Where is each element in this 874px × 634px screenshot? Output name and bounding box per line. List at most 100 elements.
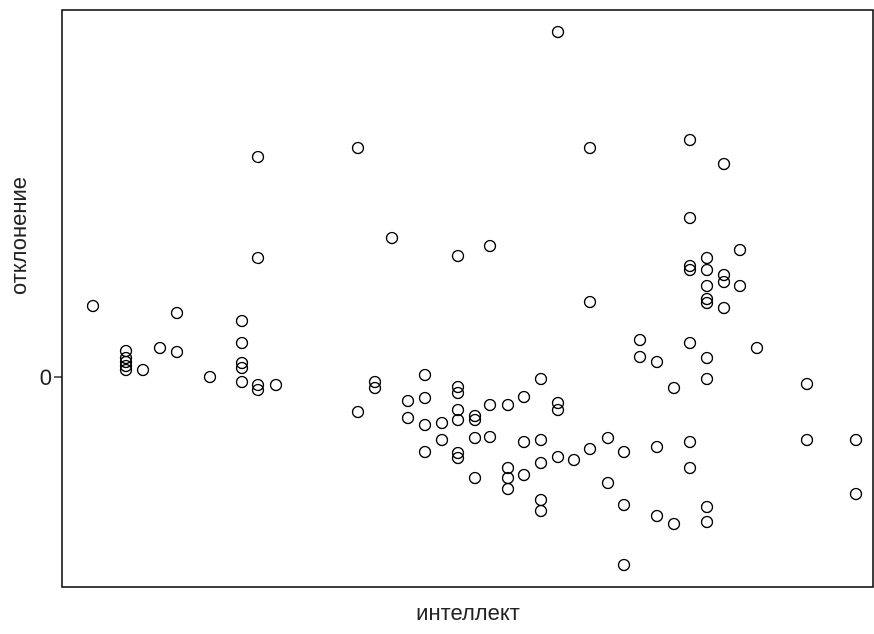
point	[683, 461, 697, 475]
point	[551, 450, 565, 464]
point	[717, 157, 731, 171]
point	[551, 396, 565, 410]
point	[235, 336, 249, 350]
point	[351, 141, 365, 155]
point	[601, 431, 615, 445]
point	[683, 263, 697, 277]
point	[617, 558, 631, 572]
point	[451, 413, 465, 427]
point	[517, 390, 531, 404]
point	[119, 355, 133, 369]
point	[849, 487, 863, 501]
point	[733, 243, 747, 257]
point	[468, 409, 482, 423]
point	[119, 351, 133, 365]
point	[451, 249, 465, 263]
point	[517, 468, 531, 482]
point	[583, 295, 597, 309]
point	[235, 361, 249, 375]
point	[517, 435, 531, 449]
point	[601, 476, 615, 490]
point	[435, 416, 449, 430]
point	[468, 471, 482, 485]
point	[385, 231, 399, 245]
point	[733, 279, 747, 293]
point	[483, 398, 497, 412]
point	[717, 268, 731, 282]
point	[633, 333, 647, 347]
point	[750, 341, 764, 355]
point	[235, 356, 249, 370]
point	[534, 372, 548, 386]
point	[86, 299, 100, 313]
point	[849, 433, 863, 447]
point	[683, 259, 697, 273]
point	[468, 431, 482, 445]
point	[418, 445, 432, 459]
point	[170, 306, 184, 320]
point	[700, 500, 714, 514]
point	[451, 403, 465, 417]
point	[153, 341, 167, 355]
point	[401, 411, 415, 425]
point	[683, 336, 697, 350]
point	[501, 461, 515, 475]
point	[451, 380, 465, 394]
point	[251, 378, 265, 392]
point	[667, 517, 681, 531]
point	[483, 430, 497, 444]
point	[633, 350, 647, 364]
point	[534, 456, 548, 470]
point	[551, 25, 565, 39]
point	[700, 372, 714, 386]
point	[351, 405, 365, 419]
point	[235, 314, 249, 328]
point	[451, 451, 465, 465]
point	[534, 493, 548, 507]
point	[269, 378, 283, 392]
point	[435, 433, 449, 447]
point	[683, 435, 697, 449]
point	[617, 498, 631, 512]
point	[468, 413, 482, 427]
point	[251, 150, 265, 164]
point	[683, 133, 697, 147]
point	[700, 292, 714, 306]
point	[501, 398, 515, 412]
point	[534, 504, 548, 518]
point	[501, 482, 515, 496]
point	[700, 251, 714, 265]
point	[683, 211, 697, 225]
point	[418, 418, 432, 432]
point	[368, 381, 382, 395]
point	[251, 383, 265, 397]
point	[700, 296, 714, 310]
point	[717, 301, 731, 315]
point	[800, 433, 814, 447]
point	[800, 377, 814, 391]
point	[717, 275, 731, 289]
point	[401, 394, 415, 408]
y-tick-label: 0	[40, 365, 52, 390]
point	[251, 251, 265, 265]
point	[700, 263, 714, 277]
point	[667, 381, 681, 395]
point	[119, 363, 133, 377]
point	[583, 141, 597, 155]
point	[583, 442, 597, 456]
point	[700, 351, 714, 365]
point	[170, 345, 184, 359]
point	[418, 368, 432, 382]
point	[368, 375, 382, 389]
point	[650, 440, 664, 454]
point	[700, 279, 714, 293]
point	[451, 446, 465, 460]
point	[650, 355, 664, 369]
x-axis-label: интеллект	[416, 600, 520, 625]
point	[617, 445, 631, 459]
point	[650, 509, 664, 523]
point	[483, 239, 497, 253]
point	[551, 403, 565, 417]
plot-frame	[61, 9, 874, 588]
